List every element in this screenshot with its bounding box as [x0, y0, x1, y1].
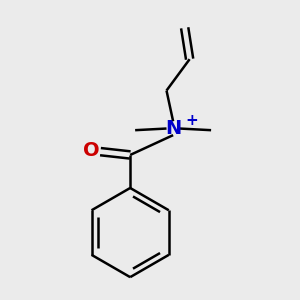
Text: O: O — [83, 140, 100, 160]
Text: +: + — [185, 113, 198, 128]
Text: N: N — [165, 119, 181, 138]
